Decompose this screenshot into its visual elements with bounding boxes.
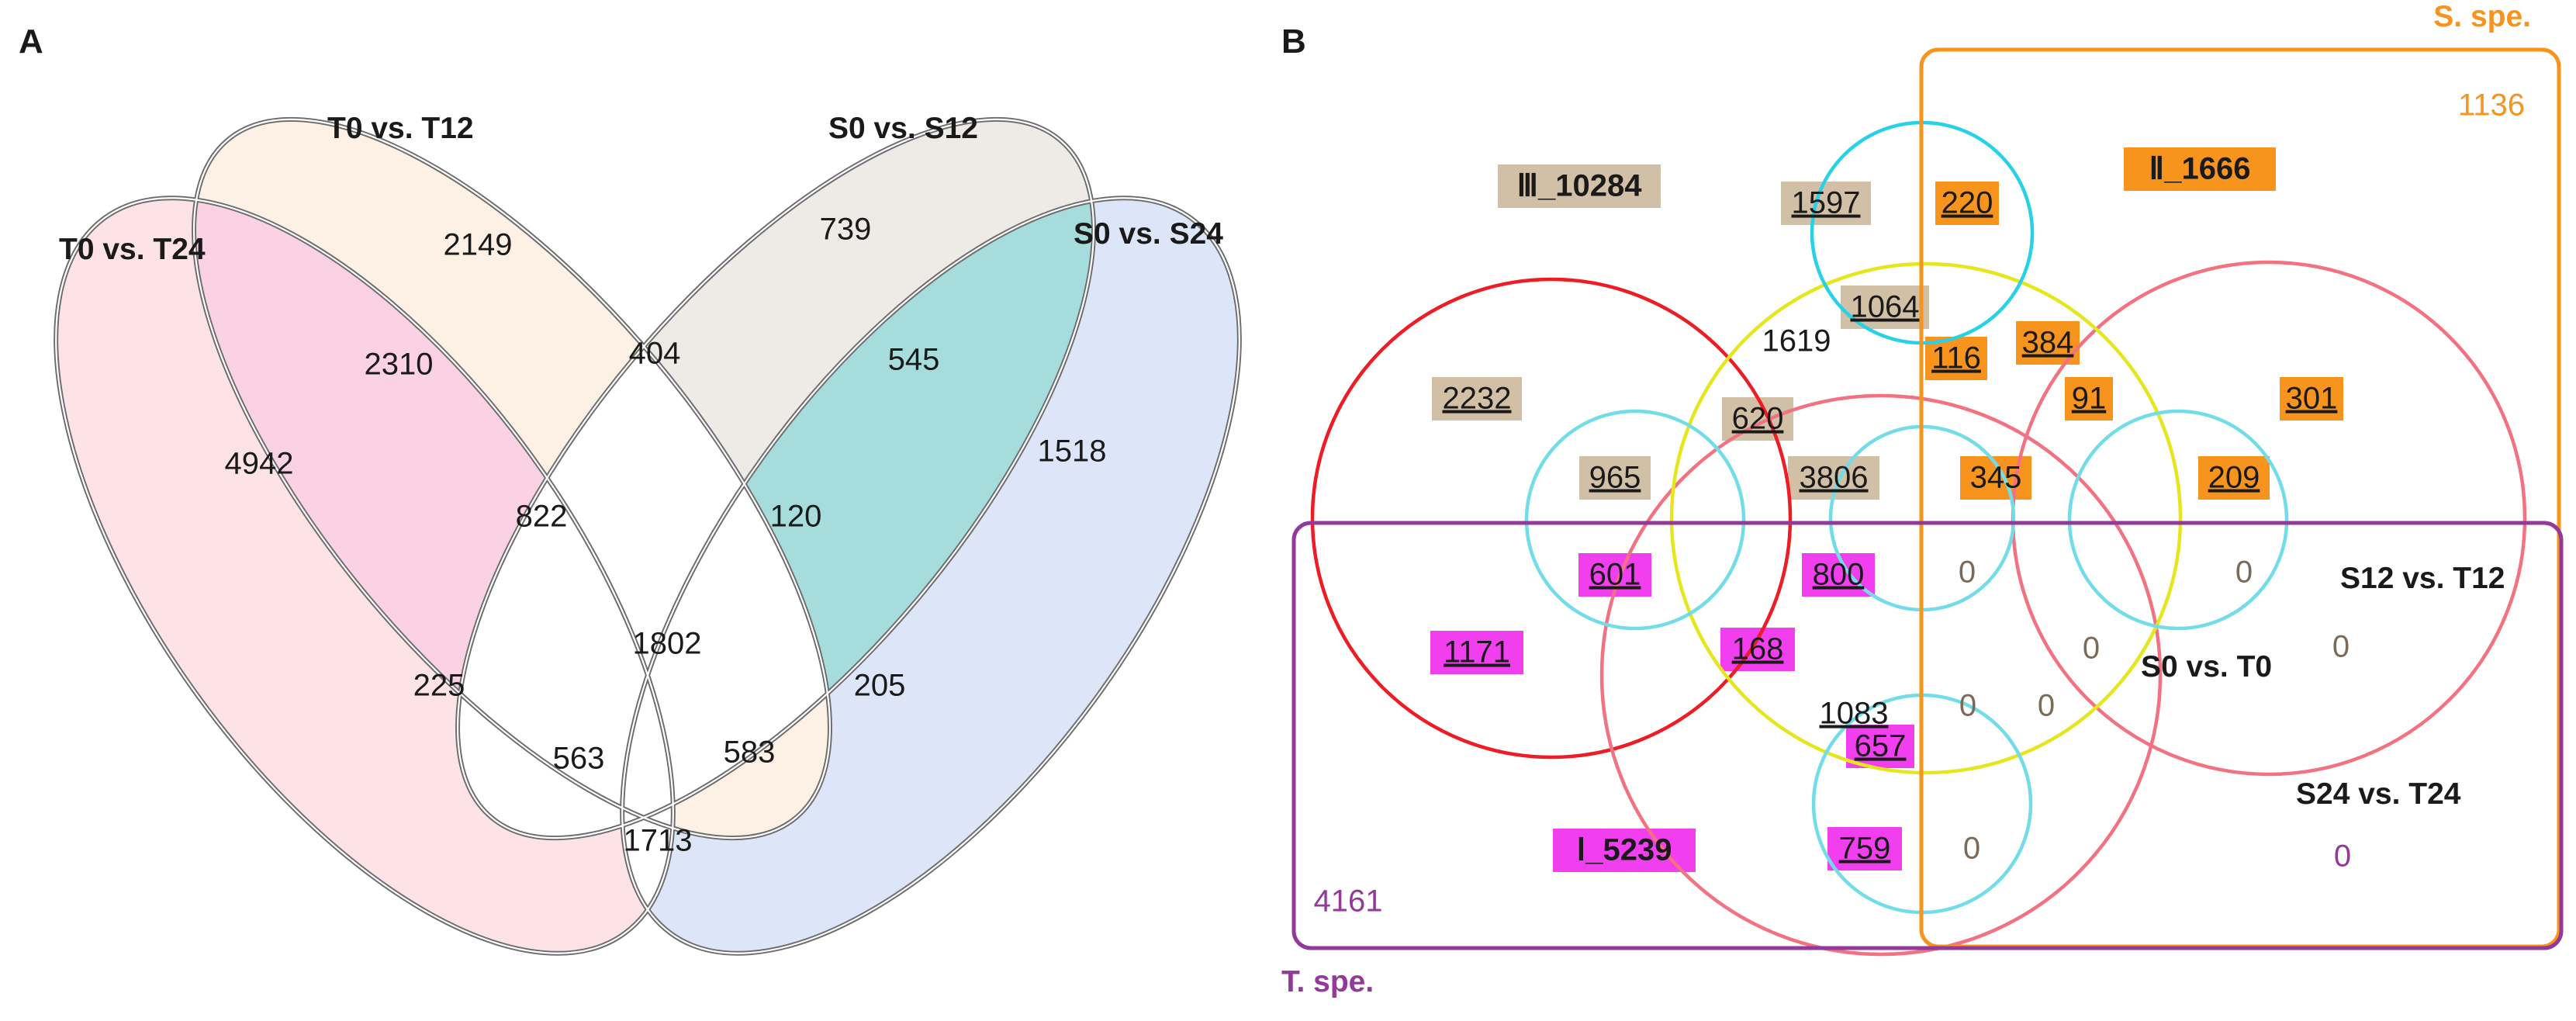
value-759-box <box>1827 827 1902 870</box>
region-t24-t12-s24: 563 <box>553 742 605 776</box>
value-91: 91 <box>2072 382 2107 416</box>
region-t24-t12-s12: 822 <box>516 500 568 534</box>
t-spe-box <box>1291 521 2564 950</box>
label-t0-t12: T0 vs. T12 <box>327 112 474 145</box>
region-t12-s12: 404 <box>629 337 681 371</box>
value-384: 384 <box>2022 326 2074 360</box>
value-209-box <box>2198 456 2270 500</box>
venn-circles <box>1310 120 2527 957</box>
panel-b: B S. spe. 1136 T. spe. 4161 S12 vs. T12 … <box>1281 0 2564 999</box>
region-s12-only: 739 <box>820 213 872 247</box>
panel-b-letter: B <box>1281 22 1306 61</box>
value-91-box <box>2065 377 2113 421</box>
value-220: 220 <box>1942 186 1993 220</box>
panel-a-letter: A <box>19 22 43 61</box>
value-657: 657 <box>1855 729 1907 763</box>
circle-cyan-left <box>1524 409 1746 631</box>
circle-s12-t12 <box>2011 260 2527 777</box>
label-s0-s12: S0 vs. S12 <box>828 112 978 145</box>
value-group-label-box <box>1498 164 1661 208</box>
t-spe-label: T. spe. <box>1281 965 1374 999</box>
value-3806: 3806 <box>1800 461 1869 495</box>
value-620: 620 <box>1732 402 1784 436</box>
value-1171-box <box>1430 631 1523 674</box>
value-group-label: Ⅱ_1666 <box>2149 152 2251 186</box>
region-t24-s12-s24: 583 <box>724 735 776 770</box>
region-s24-only: 1518 <box>1038 434 1107 469</box>
value-601: 601 <box>1589 558 1641 592</box>
value-116-box <box>1925 337 1987 380</box>
region-t24-s12: 225 <box>413 669 465 703</box>
value-800: 800 <box>1813 558 1865 592</box>
value-301: 301 <box>2286 382 2338 416</box>
t-spe-count: 4161 <box>1314 884 1383 919</box>
region-t24-s24: 1713 <box>624 824 693 858</box>
circle-cyan-right <box>2067 409 2289 631</box>
region-t24-t12: 2310 <box>365 348 434 382</box>
zero-4: 0 <box>2083 632 2100 666</box>
value-1171: 1171 <box>1444 635 1510 670</box>
zero-1: 0 <box>1959 555 1976 590</box>
value-1083: 1083 <box>1820 697 1889 731</box>
panel-a: A <box>0 0 1357 1021</box>
value-301-box <box>2280 377 2343 421</box>
label-s12-t12: S12 vs. T12 <box>2340 562 2505 595</box>
zero-3: 0 <box>2332 630 2350 664</box>
value-1597: 1597 <box>1792 186 1861 220</box>
region-s12-s24: 545 <box>888 343 940 377</box>
value-220-box <box>1935 182 1999 225</box>
value-1619: 1619 <box>1762 324 1831 358</box>
value-168: 168 <box>1732 632 1784 666</box>
region-t12-only: 2149 <box>444 228 513 262</box>
zero-5: 0 <box>1959 689 1976 723</box>
value-965-box <box>1579 456 1651 500</box>
circle-yellow-center <box>1669 261 2183 775</box>
zero-7: 0 <box>1963 832 1980 866</box>
circle-red-left <box>1310 277 1793 760</box>
label-s24-t24: S24 vs. T24 <box>2296 777 2461 811</box>
region-all-four: 1802 <box>633 627 702 661</box>
value-620-box <box>1722 397 1793 441</box>
circle-s0-t0 <box>1599 393 2163 957</box>
value-group-label-box <box>2124 147 2276 191</box>
label-t0-t24: T0 vs. T24 <box>59 233 206 266</box>
value-759: 759 <box>1839 832 1891 866</box>
region-t24-only: 4942 <box>225 447 294 481</box>
value-group-label: Ⅰ_5239 <box>1576 833 1672 867</box>
value-168-box <box>1720 628 1795 671</box>
value-labels: 1597 1064 2232 620 965 3806 1083 220 116 384 91 301… <box>1443 152 2338 867</box>
zero-2: 0 <box>2235 555 2253 590</box>
value-965: 965 <box>1589 461 1641 495</box>
s-spe-label: S. spe. <box>2433 0 2531 33</box>
value-1597-box <box>1781 182 1871 225</box>
value-657-box <box>1846 725 1914 768</box>
s-spe-count: 1136 <box>2458 88 2525 123</box>
label-s0-t0: S0 vs. T0 <box>2141 650 2272 684</box>
value-group-label: Ⅲ_10284 <box>1516 169 1642 203</box>
value-345: 345 <box>1970 461 2022 495</box>
value-116: 116 <box>1931 341 1981 376</box>
value-2232: 2232 <box>1443 382 1512 416</box>
label-s0-s24: S0 vs. S24 <box>1074 217 1223 251</box>
value-boxes <box>1430 147 2343 872</box>
region-t12-s24: 205 <box>854 669 906 703</box>
s24-t24-count: 0 <box>2334 839 2351 874</box>
region-t12-s12-s24: 120 <box>770 500 822 534</box>
value-group-label-box <box>1553 829 1696 872</box>
zero-6: 0 <box>2038 689 2055 723</box>
value-2232-box <box>1432 377 1522 421</box>
value-1064: 1064 <box>1851 290 1920 324</box>
value-209: 209 <box>2208 461 2260 495</box>
